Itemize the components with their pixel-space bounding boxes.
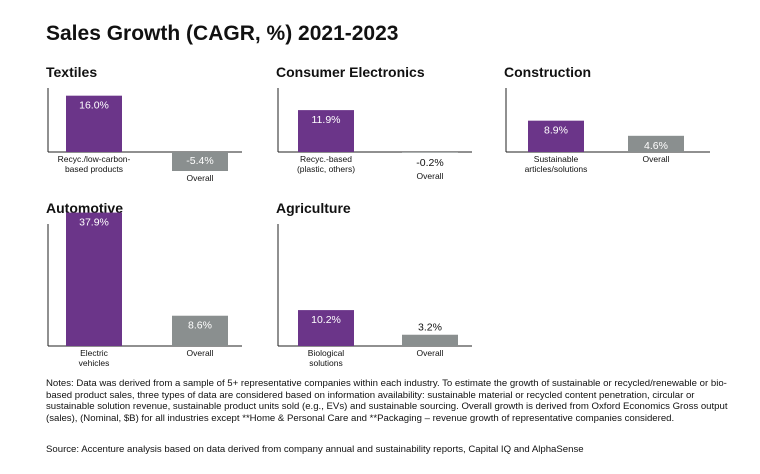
panel-consumer-electronics: Consumer Electronics 11.9% Recyc.-based (p… bbox=[276, 64, 476, 192]
bar bbox=[298, 110, 354, 152]
category-label: based products bbox=[65, 164, 123, 174]
data-label: 10.2% bbox=[311, 314, 341, 326]
panel-title: Textiles bbox=[46, 64, 98, 80]
panel-title: Automotive bbox=[46, 200, 123, 216]
panel-textiles: Textiles 16.0% Recyc./low-carbon-based pr… bbox=[46, 64, 246, 192]
data-label: 8.6% bbox=[188, 320, 212, 332]
category-label: Recyc.-based bbox=[300, 154, 352, 164]
data-label: -0.2% bbox=[416, 157, 443, 169]
category-label: Sustainable bbox=[534, 154, 579, 164]
category-label: Electric bbox=[80, 348, 109, 358]
category-label: Overall bbox=[417, 348, 444, 358]
bar-plot-consumer-electronics: 11.9% Recyc.-based(plastic, others) -0.2% O… bbox=[277, 88, 472, 181]
chart-title: Sales Growth (CAGR, %) 2021-2023 bbox=[46, 22, 399, 45]
bar bbox=[66, 95, 122, 152]
data-label: -5.4% bbox=[186, 155, 213, 167]
bar-plot-textiles: 16.0% Recyc./low-carbon-based products -5.… bbox=[47, 88, 242, 183]
panel-construction: Construction 8.9% Sustainable articles/sol… bbox=[504, 64, 714, 192]
bar bbox=[402, 152, 458, 153]
category-label: (plastic, others) bbox=[297, 164, 355, 174]
bar bbox=[66, 212, 122, 346]
panel-title: Agriculture bbox=[276, 200, 351, 216]
data-label: 11.9% bbox=[312, 114, 341, 126]
bar bbox=[172, 152, 228, 172]
data-label: 3.2% bbox=[418, 322, 442, 334]
bar bbox=[628, 135, 684, 152]
category-label: Recyc./low-carbon- bbox=[58, 154, 131, 164]
bar bbox=[528, 120, 584, 152]
data-label: 8.9% bbox=[544, 125, 568, 137]
category-label: Overall bbox=[643, 154, 670, 164]
panel-automotive: Automotive 37.9% Electric vehicles 8.6% Over… bbox=[46, 200, 246, 372]
category-label: vehicles bbox=[79, 358, 110, 368]
bar bbox=[402, 334, 458, 346]
category-label: Overall bbox=[417, 171, 444, 181]
notes-text: Notes: Data was derived from a sample of… bbox=[46, 378, 728, 424]
panel-agriculture: Agriculture 10.2% Biological solutions 3.2%… bbox=[276, 200, 476, 372]
data-label: 16.0% bbox=[79, 100, 109, 112]
category-label: articles/solutions bbox=[525, 164, 588, 174]
category-label: Overall bbox=[187, 348, 214, 358]
data-label: 4.6% bbox=[644, 140, 668, 152]
source-text: Source: Accenture analysis based on data… bbox=[46, 444, 584, 455]
bar bbox=[172, 315, 228, 346]
category-label: Biological bbox=[308, 348, 344, 358]
panel-title: Construction bbox=[504, 64, 592, 80]
category-label: Overall bbox=[187, 173, 214, 183]
data-label: 37.9% bbox=[79, 217, 109, 229]
category-label: solutions bbox=[309, 358, 343, 368]
bar bbox=[298, 310, 354, 346]
panel-title: Consumer Electronics bbox=[276, 64, 425, 80]
